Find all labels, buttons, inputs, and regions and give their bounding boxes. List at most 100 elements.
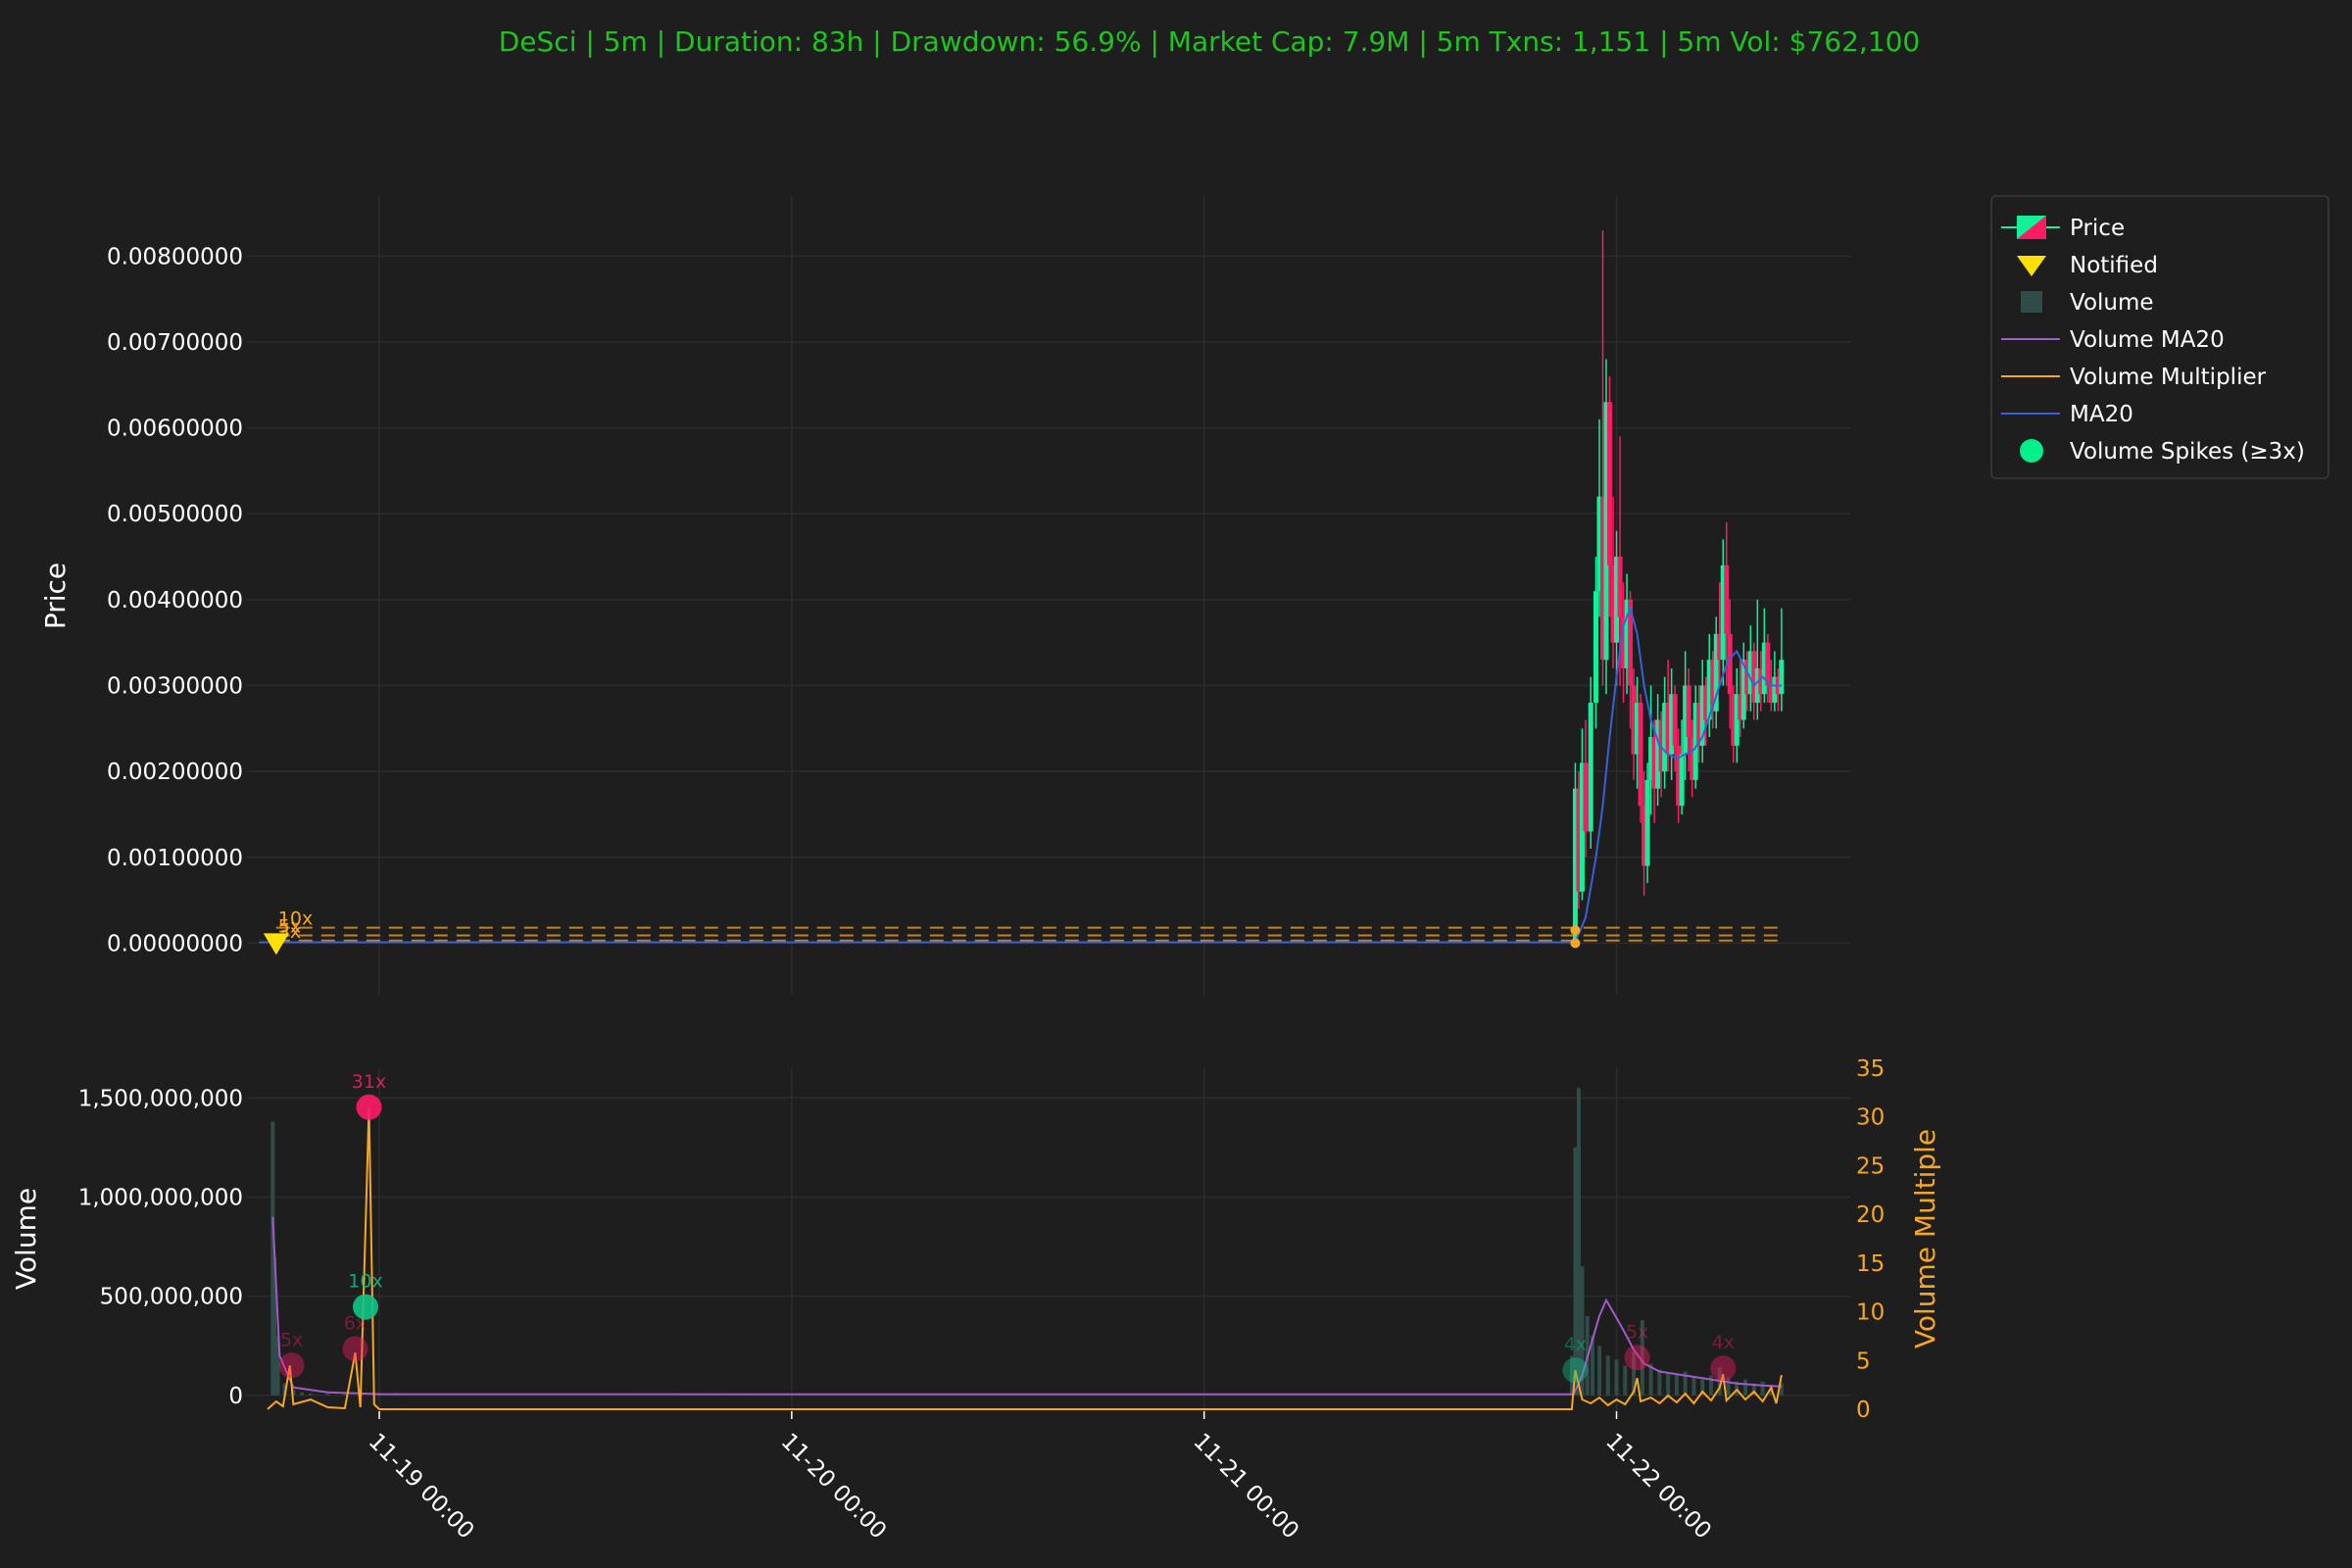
legend-entry-label: Price — [2070, 216, 2125, 241]
volume-multiple-tick-label: 15 — [1856, 1251, 1885, 1277]
candle-body — [1617, 557, 1623, 617]
volume-bar — [1726, 1377, 1731, 1396]
candle-body — [1665, 703, 1671, 755]
candle-body — [1747, 651, 1753, 695]
volume-bar — [1700, 1379, 1705, 1396]
legend-entry-label: Volume — [2070, 290, 2154, 316]
price-axis-label: Price — [39, 563, 72, 629]
candle-body — [1734, 694, 1740, 746]
candle-body — [1692, 703, 1698, 780]
candle-body — [1576, 788, 1582, 892]
candle-body — [1727, 633, 1733, 695]
volume-spike-marker — [1624, 1345, 1650, 1371]
candle-body — [1720, 564, 1726, 661]
volume-bar — [394, 1395, 399, 1396]
volume-bar — [1743, 1379, 1748, 1396]
candle-body — [1631, 685, 1637, 755]
volume-bar — [1569, 1355, 1574, 1396]
threshold-label: 10x — [278, 908, 313, 930]
legend: Price Notified Volume Volume MA20 Volume Mul… — [1990, 195, 2329, 479]
volume-bar — [1760, 1381, 1765, 1396]
volume-bar — [1674, 1375, 1679, 1396]
legend-box — [1990, 195, 2329, 479]
legend-price-icon-down — [2017, 216, 2046, 239]
price-y-tick-label: 0.00800000 — [107, 244, 243, 270]
price-marker — [1570, 925, 1581, 936]
volume-bar — [1657, 1369, 1662, 1396]
volume-multiple-tick-label: 5 — [1856, 1348, 1871, 1374]
volume-spike-label: 4x — [1564, 1334, 1587, 1355]
volume-spike-label: 10x — [348, 1271, 382, 1293]
candle-body — [1686, 685, 1691, 738]
price-y-tick-label: 0.00700000 — [107, 330, 243, 356]
volume-multiple-tick-label: 0 — [1856, 1397, 1871, 1423]
candle-body — [1706, 660, 1712, 720]
volume-y-tick-label: 0 — [228, 1384, 243, 1409]
legend-spike-icon — [2020, 439, 2043, 463]
volume-bar — [272, 1256, 277, 1396]
volume-spike-marker — [356, 1094, 382, 1120]
candle-body — [1738, 694, 1743, 720]
candle-body — [1610, 564, 1616, 643]
volume-spike-label: 5x — [280, 1329, 303, 1350]
volume-bar — [1666, 1373, 1671, 1396]
price-y-tick-label: 0.00000000 — [107, 931, 243, 956]
volume-bar — [291, 1389, 296, 1396]
price-y-tick-label: 0.00400000 — [107, 588, 243, 613]
volume-bar — [1596, 1346, 1601, 1396]
legend-volume-icon — [2021, 291, 2042, 313]
threshold-label: 5x — [278, 916, 301, 938]
candle-body — [1740, 660, 1746, 720]
candle-body — [1717, 633, 1723, 661]
volume-bar — [1576, 1088, 1581, 1396]
volume-spike-label: 31x — [352, 1071, 386, 1093]
volume-bar — [282, 1383, 287, 1396]
candle-body — [1599, 496, 1605, 661]
candle-body — [1669, 694, 1675, 755]
candle-body — [1624, 599, 1630, 668]
candle-body — [1583, 762, 1589, 832]
volume-bar — [1751, 1383, 1756, 1396]
candle-body — [1644, 779, 1650, 866]
candle-body — [1648, 737, 1654, 780]
volume-multiple-tick-label: 20 — [1856, 1202, 1885, 1228]
legend-entries: Price Notified Volume Volume MA20 Volume Mul… — [2001, 216, 2305, 465]
candle-body — [1761, 642, 1767, 695]
volume-bar — [342, 1394, 347, 1396]
volume-spike-marker — [342, 1336, 368, 1362]
price-y-tick-label: 0.00600000 — [107, 416, 243, 442]
volume-y-tick-label: 1,000,000,000 — [78, 1186, 243, 1211]
chart-title: DeSci | 5m | Duration: 83h | Drawdown: 5… — [499, 25, 1920, 58]
volume-y-ticks: 0 500,000,000 1,000,000,000 1,500,000,000 — [78, 1086, 243, 1408]
candle-body — [1628, 599, 1634, 686]
volume-spike-marker — [352, 1294, 378, 1320]
volume-bar — [1605, 1355, 1610, 1396]
volume-multiple-tick-label: 35 — [1856, 1056, 1885, 1082]
volume-bar — [1632, 1351, 1637, 1396]
candle-body — [1751, 651, 1757, 704]
volume-bar — [325, 1394, 330, 1396]
candle-body — [1768, 685, 1774, 704]
candle-body — [1603, 402, 1609, 661]
candle-body — [1744, 660, 1750, 695]
volume-y-tick-label: 500,000,000 — [100, 1285, 243, 1310]
volume-spike-marker — [278, 1352, 305, 1379]
candle-body — [1772, 676, 1778, 704]
notified-marker — [263, 933, 289, 956]
legend-notified-icon — [2017, 256, 2046, 276]
candle-body — [1596, 496, 1602, 592]
volume-bar — [308, 1393, 313, 1396]
volume-bar — [1573, 1147, 1578, 1396]
price-y-tick-label: 0.00200000 — [107, 760, 243, 785]
volume-multiple-tick-label: 10 — [1856, 1300, 1885, 1326]
candle-body — [1683, 685, 1689, 755]
volume-bar — [1614, 1359, 1619, 1396]
volume-bar — [360, 1394, 365, 1396]
candle-body — [1672, 694, 1678, 746]
price-marker — [1570, 938, 1581, 949]
